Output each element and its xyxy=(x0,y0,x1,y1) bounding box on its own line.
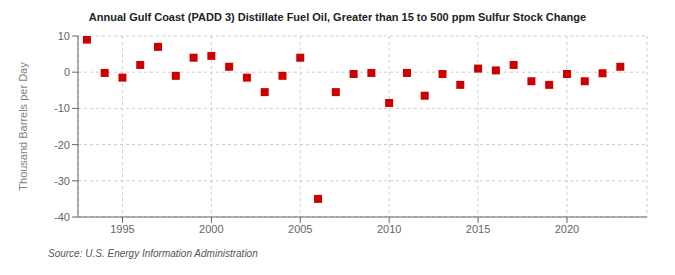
svg-text:Thousand Barrels per Day: Thousand Barrels per Day xyxy=(17,62,29,191)
svg-text:2010: 2010 xyxy=(377,223,401,235)
svg-text:-30: -30 xyxy=(54,175,70,187)
svg-text:10: 10 xyxy=(58,30,70,42)
svg-text:2000: 2000 xyxy=(199,223,223,235)
html-text:Source: U.S. Energy Informatio: Source: U.S. Energy Information Administ… xyxy=(48,248,258,259)
svg-text:-10: -10 xyxy=(54,102,70,114)
svg-text:-20: -20 xyxy=(54,139,70,151)
html-text:Annual Gulf Coast (PADD 3) Dis: Annual Gulf Coast (PADD 3) Distillate Fu… xyxy=(88,11,587,23)
svg-text:2005: 2005 xyxy=(288,223,312,235)
svg-text:2020: 2020 xyxy=(555,223,579,235)
svg-text:2015: 2015 xyxy=(466,223,490,235)
svg-text:-40: -40 xyxy=(54,211,70,223)
svg-text:1995: 1995 xyxy=(110,223,134,235)
svg-text:0: 0 xyxy=(64,66,70,78)
